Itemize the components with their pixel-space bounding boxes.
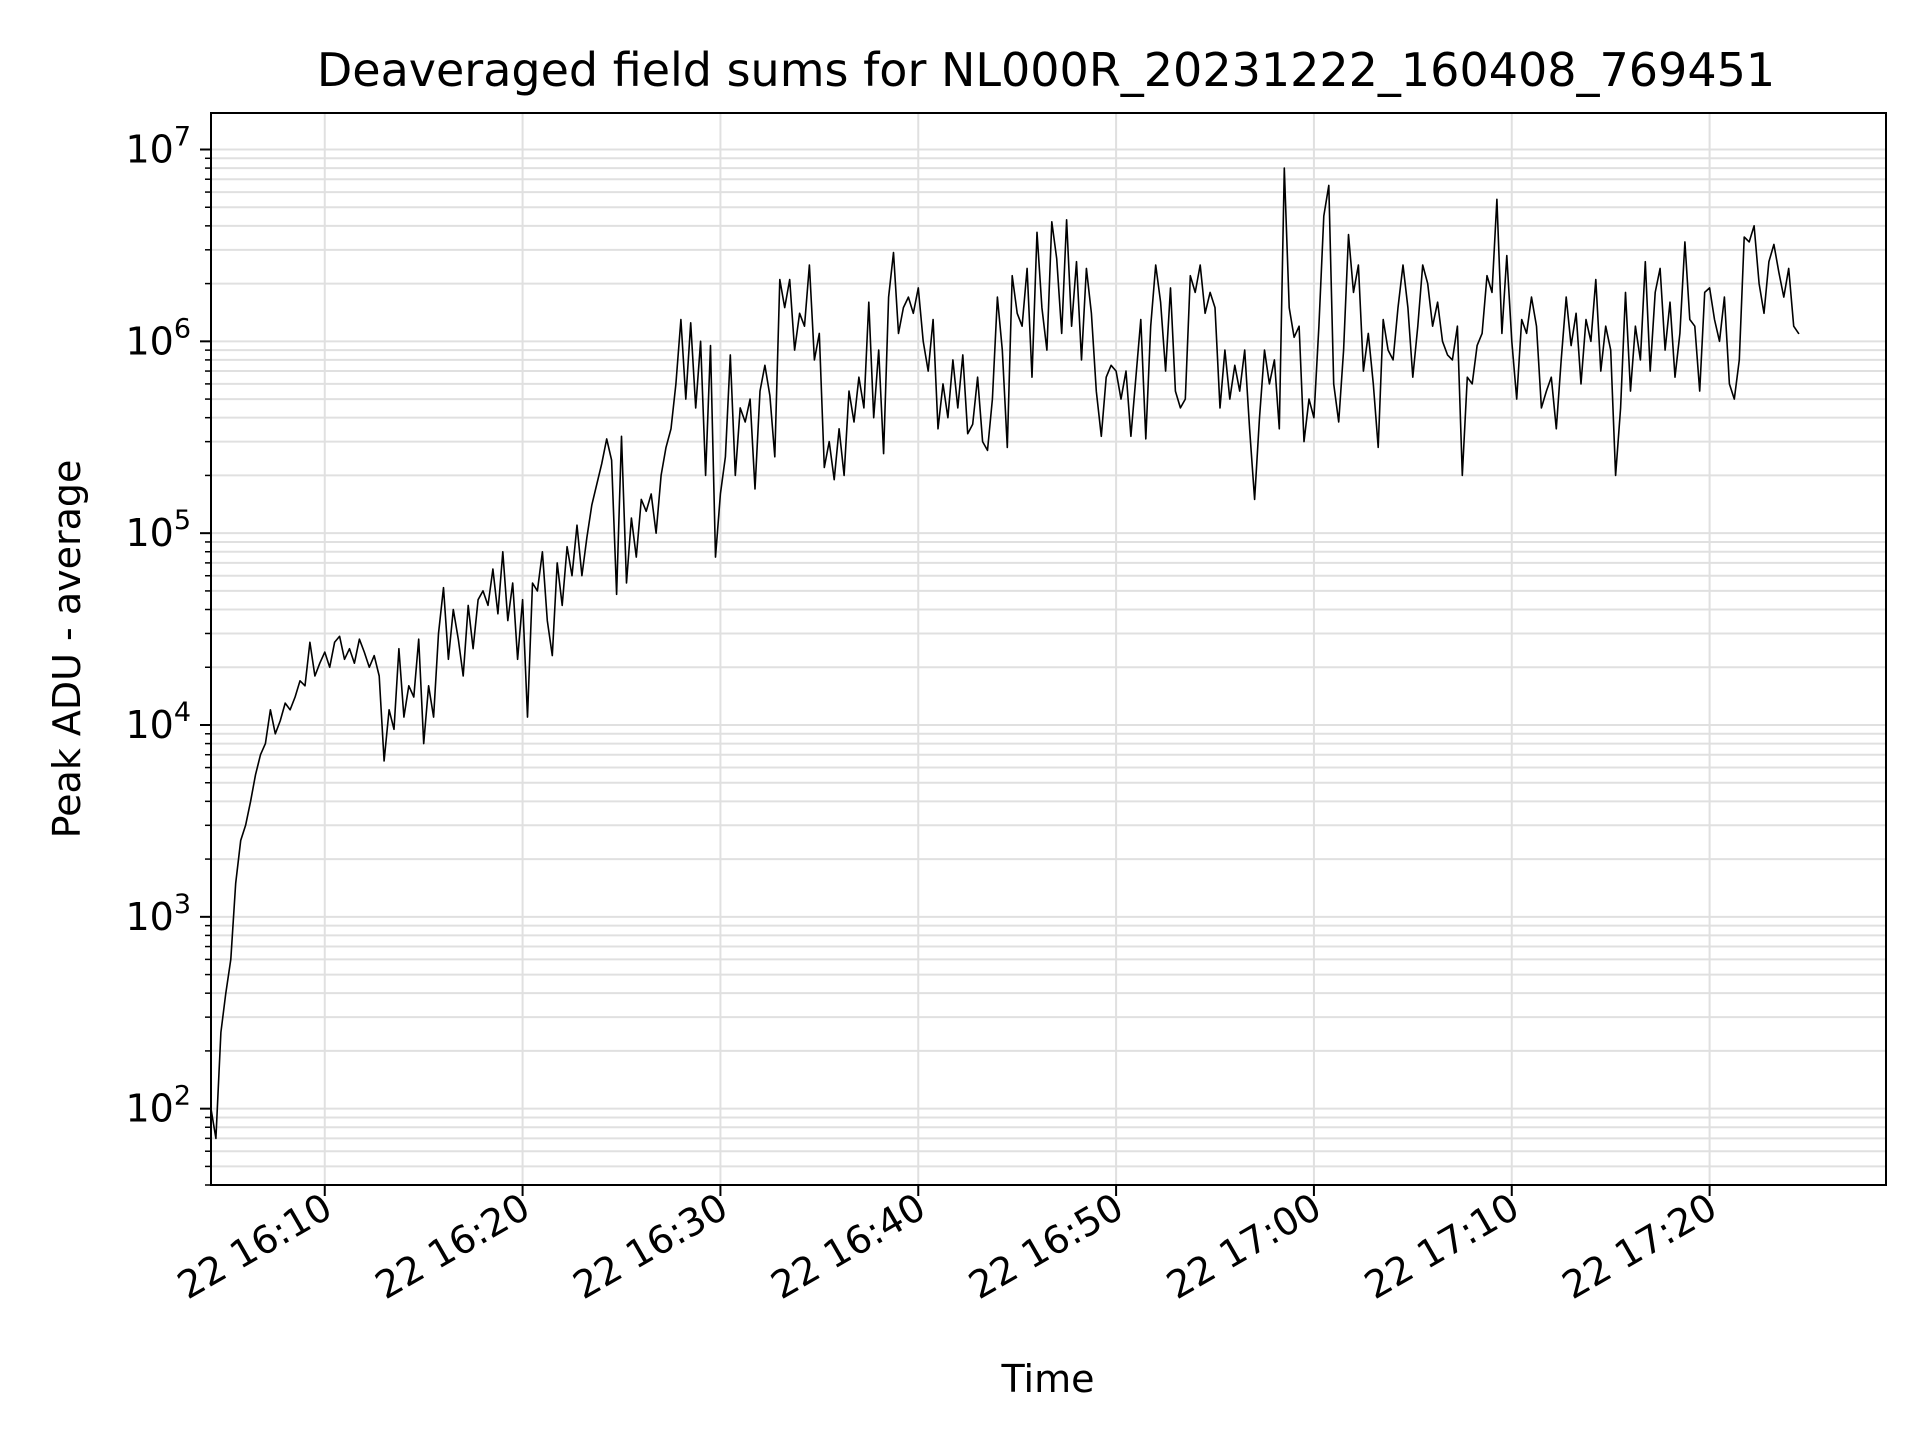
y-tick-label-exponent: 2: [174, 1081, 191, 1112]
chart-title: Deaveraged field sums for NL000R_2023122…: [317, 43, 1775, 97]
x-axis-label: Time: [1001, 1357, 1095, 1401]
y-tick-label-base: 10: [125, 128, 173, 172]
y-tick-label-base: 10: [125, 703, 173, 747]
y-tick-label: 103: [125, 889, 191, 939]
y-tick-label: 104: [125, 697, 191, 747]
y-tick-label-exponent: 4: [174, 697, 191, 728]
y-tick-label: 106: [125, 313, 191, 363]
y-tick-label-exponent: 5: [174, 505, 191, 536]
grid-lines: [211, 113, 1886, 1186]
y-tick-label-base: 10: [125, 895, 173, 939]
y-tick-label-base: 10: [125, 511, 173, 555]
data-series: [210, 167, 1800, 1140]
y-tick-label-base: 10: [125, 319, 173, 363]
plot-area-background: [211, 113, 1886, 1185]
plot-area-frame: [210, 112, 1887, 1186]
series-line: [210, 167, 1800, 1140]
y-axis-label: Peak ADU - average: [45, 460, 89, 839]
y-tick-label-exponent: 7: [174, 122, 191, 153]
y-tick-label: 102: [125, 1081, 191, 1131]
y-tick-label-base: 10: [125, 1087, 173, 1131]
y-tick-label-exponent: 3: [174, 889, 191, 920]
y-tick-label: 105: [125, 505, 191, 555]
y-tick-label: 107: [125, 122, 191, 172]
y-tick-label-exponent: 6: [174, 313, 191, 344]
